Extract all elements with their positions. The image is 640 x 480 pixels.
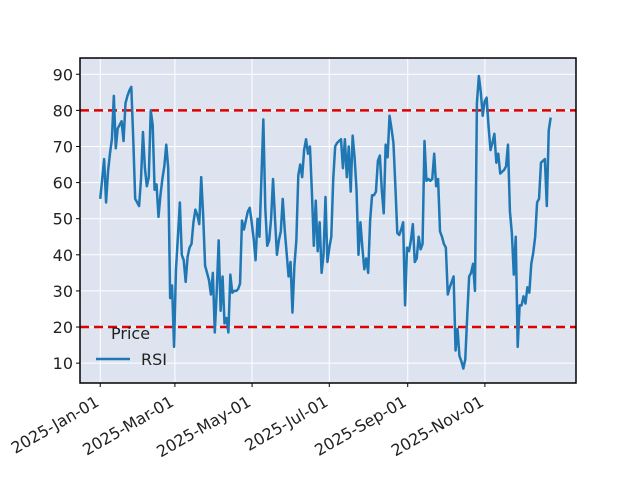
plot-frame [79, 57, 577, 384]
reference-lines [80, 109, 576, 329]
y-tick-label: 80 [53, 101, 73, 120]
y-tick-label: 50 [53, 210, 73, 229]
y-tick-label: 70 [53, 137, 73, 156]
y-tick-label: 20 [53, 318, 73, 337]
y-tick-label: 30 [53, 282, 73, 301]
legend-title: Price [111, 324, 150, 343]
y-tick-label: 10 [53, 354, 73, 373]
y-tick-label: 40 [53, 246, 73, 265]
legend-label-rsi: RSI [141, 350, 167, 369]
series-line-rsi [98, 74, 552, 370]
y-tick-label: 60 [53, 174, 73, 193]
plot-background [80, 58, 576, 383]
legend: Price RSI [96, 324, 167, 369]
series-layer [98, 74, 552, 370]
y-tick-label: 90 [53, 65, 73, 84]
